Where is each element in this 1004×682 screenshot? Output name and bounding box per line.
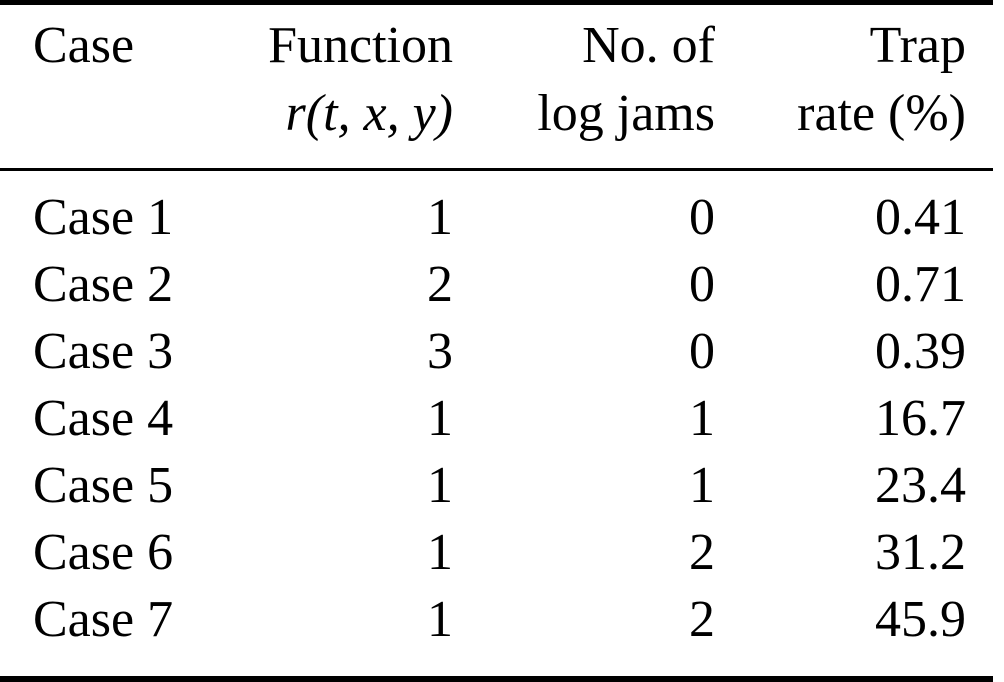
case-cell: Case 3 — [33, 323, 174, 380]
function-cell: 1 — [427, 591, 453, 648]
function-cell: 1 — [427, 390, 453, 447]
col-header-traprate: Trap rate (%) — [715, 2, 993, 171]
table-header: Case Function r(t, x, y) No. of log jams… — [0, 2, 993, 171]
logjams-cell: 0 — [689, 323, 715, 380]
logjams-cell: 2 — [689, 524, 715, 581]
function-cell: 1 — [427, 189, 453, 246]
traprate-cell: 0.71 — [875, 256, 966, 313]
table-row: Case 1 1 0 0.41 — [0, 170, 993, 252]
traprate-cell: 45.9 — [875, 591, 966, 648]
col-header-traprate-line1: Trap — [869, 17, 966, 74]
function-cell: 3 — [427, 323, 453, 380]
col-header-function-line2: r(t, x, y) — [285, 85, 453, 142]
logjams-cell: 1 — [689, 390, 715, 447]
function-cell: 2 — [427, 256, 453, 313]
traprate-cell: 31.2 — [875, 524, 966, 581]
logjams-cell: 0 — [689, 189, 715, 246]
table-row: Case 3 3 0 0.39 — [0, 318, 993, 385]
case-cell: Case 4 — [33, 390, 174, 447]
header-row: Case Function r(t, x, y) No. of log jams… — [0, 2, 993, 171]
table-row: Case 7 1 2 45.9 — [0, 586, 993, 679]
table-row: Case 5 1 1 23.4 — [0, 452, 993, 519]
traprate-cell: 0.39 — [875, 323, 966, 380]
case-cell: Case 1 — [33, 189, 174, 246]
col-header-logjams-line2: log jams — [537, 85, 715, 142]
col-header-function: Function r(t, x, y) — [255, 2, 453, 171]
col-header-traprate-line2: rate (%) — [797, 85, 966, 142]
traprate-cell: 23.4 — [875, 457, 966, 514]
case-cell: Case 2 — [33, 256, 174, 313]
logjams-cell: 0 — [689, 256, 715, 313]
traprate-cell: 16.7 — [875, 390, 966, 447]
table-row: Case 2 2 0 0.71 — [0, 251, 993, 318]
col-header-function-line1: Function — [268, 17, 453, 74]
logjams-cell: 1 — [689, 457, 715, 514]
col-header-case-line1: Case — [33, 17, 135, 74]
col-header-logjams: No. of log jams — [453, 2, 715, 171]
case-cell: Case 7 — [33, 591, 174, 648]
col-header-case: Case — [0, 2, 255, 171]
table-row: Case 4 1 1 16.7 — [0, 385, 993, 452]
table-body: Case 1 1 0 0.41 Case 2 2 0 0.71 Case 3 3… — [0, 170, 993, 680]
case-cell: Case 5 — [33, 457, 174, 514]
case-cell: Case 6 — [33, 524, 174, 581]
function-cell: 1 — [427, 457, 453, 514]
table-row: Case 6 1 2 31.2 — [0, 519, 993, 586]
function-cell: 1 — [427, 524, 453, 581]
col-header-logjams-line1: No. of — [582, 17, 715, 74]
traprate-cell: 0.41 — [875, 189, 966, 246]
logjams-cell: 2 — [689, 591, 715, 648]
